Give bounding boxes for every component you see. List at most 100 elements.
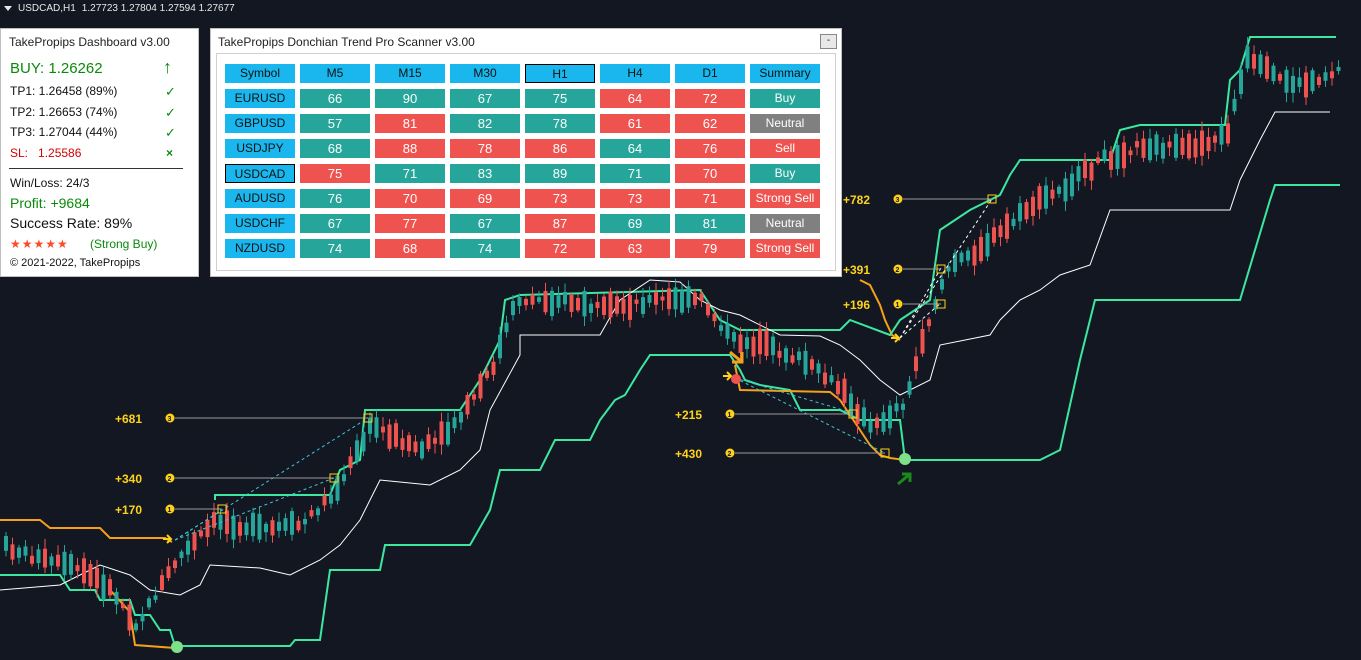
strength-cell[interactable]: 73 bbox=[525, 189, 595, 208]
candle-body bbox=[764, 330, 769, 356]
tp1-level: TP1: 1.26458 (89%) bbox=[10, 84, 118, 98]
strength-cell[interactable]: 64 bbox=[600, 139, 670, 158]
summary-cell[interactable]: Strong Sell bbox=[750, 189, 820, 208]
strength-cell[interactable]: 73 bbox=[600, 189, 670, 208]
strength-cell[interactable]: 76 bbox=[675, 139, 745, 158]
candle-body bbox=[712, 313, 717, 322]
takepropips-dashboard-panel[interactable]: TakePropips Dashboard v3.00 BUY: 1.26262… bbox=[0, 28, 199, 277]
summary-cell[interactable]: Neutral bbox=[750, 114, 820, 133]
strength-cell[interactable]: 61 bbox=[600, 114, 670, 133]
strength-cell[interactable]: 72 bbox=[675, 89, 745, 108]
summary-cell[interactable]: Strong Sell bbox=[750, 239, 820, 258]
strength-cell[interactable]: 69 bbox=[450, 189, 520, 208]
candle-body bbox=[1154, 134, 1159, 155]
minimize-button[interactable]: - bbox=[820, 34, 837, 49]
symbol-usdjpy[interactable]: USDJPY bbox=[225, 139, 295, 158]
strength-cell[interactable]: 70 bbox=[675, 164, 745, 183]
strength-cell[interactable]: 70 bbox=[375, 189, 445, 208]
candle-body bbox=[530, 294, 535, 305]
candle-body bbox=[238, 522, 242, 536]
strength-cell[interactable]: 63 bbox=[600, 239, 670, 258]
strength-cell[interactable]: 72 bbox=[525, 239, 595, 258]
candle-body bbox=[732, 332, 736, 342]
strength-cell[interactable]: 69 bbox=[600, 214, 670, 233]
candle-body bbox=[628, 295, 632, 320]
strength-cell[interactable]: 67 bbox=[450, 89, 520, 108]
chevron-down-icon[interactable] bbox=[4, 6, 12, 11]
strength-cell[interactable]: 64 bbox=[600, 89, 670, 108]
strength-cell[interactable]: 81 bbox=[375, 114, 445, 133]
strength-cell[interactable]: 77 bbox=[375, 214, 445, 233]
strength-cell[interactable]: 57 bbox=[300, 114, 370, 133]
header-h1[interactable]: H1 bbox=[525, 64, 595, 83]
target-number: 1 bbox=[896, 302, 900, 309]
candle-body bbox=[56, 554, 60, 567]
target-number-icon bbox=[725, 409, 735, 419]
header-d1[interactable]: D1 bbox=[675, 64, 745, 83]
strength-cell[interactable]: 83 bbox=[450, 164, 520, 183]
header-m5[interactable]: M5 bbox=[300, 64, 370, 83]
orange-band bbox=[109, 589, 176, 649]
strength-cell[interactable]: 90 bbox=[375, 89, 445, 108]
strength-cell[interactable]: 74 bbox=[450, 239, 520, 258]
candle-body bbox=[803, 350, 808, 375]
strength-cell[interactable]: 82 bbox=[450, 114, 520, 133]
chart-symbol-bar[interactable]: USDCAD,H1 1.27723 1.27804 1.27594 1.2767… bbox=[4, 3, 235, 14]
candle-body bbox=[498, 334, 502, 359]
target-number-icon bbox=[165, 413, 175, 423]
strength-cell[interactable]: 71 bbox=[675, 189, 745, 208]
candle-body bbox=[1252, 54, 1256, 69]
strength-cell[interactable]: 74 bbox=[300, 239, 370, 258]
summary-cell[interactable]: Neutral bbox=[750, 214, 820, 233]
strength-cell[interactable]: 88 bbox=[375, 139, 445, 158]
sl-value: 1.25586 bbox=[38, 146, 82, 160]
header-m30[interactable]: M30 bbox=[450, 64, 520, 83]
donchian-scanner-panel[interactable]: TakePropips Donchian Trend Pro Scanner v… bbox=[210, 28, 842, 277]
symbol-gbpusd[interactable]: GBPUSD bbox=[225, 114, 295, 133]
symbol-nzdusd[interactable]: NZDUSD bbox=[225, 239, 295, 258]
strength-cell[interactable]: 89 bbox=[525, 164, 595, 183]
candle-body bbox=[1187, 133, 1191, 159]
candle-body bbox=[1089, 162, 1094, 181]
candle-body bbox=[316, 508, 320, 516]
summary-cell[interactable]: Sell bbox=[750, 139, 820, 158]
candle-body bbox=[1330, 71, 1334, 79]
candle-body bbox=[69, 553, 73, 575]
candle-body bbox=[121, 604, 125, 609]
strength-cell[interactable]: 66 bbox=[300, 89, 370, 108]
header-symbol[interactable]: Symbol bbox=[225, 64, 295, 83]
symbol-audusd[interactable]: AUDUSD bbox=[225, 189, 295, 208]
header-summary[interactable]: Summary bbox=[750, 64, 820, 83]
summary-cell[interactable]: Buy bbox=[750, 164, 820, 183]
symbol-usdcad[interactable]: USDCAD bbox=[225, 164, 295, 183]
strength-cell[interactable]: 71 bbox=[600, 164, 670, 183]
summary-cell[interactable]: Buy bbox=[750, 89, 820, 108]
strength-cell[interactable]: 78 bbox=[525, 114, 595, 133]
candle-body bbox=[303, 518, 307, 525]
candle-body bbox=[1135, 141, 1139, 148]
strength-cell[interactable]: 87 bbox=[525, 214, 595, 233]
target-number: 3 bbox=[168, 416, 172, 423]
copyright: © 2021-2022, TakePropips bbox=[10, 257, 141, 269]
strength-cell[interactable]: 68 bbox=[300, 139, 370, 158]
strength-cell[interactable]: 67 bbox=[300, 214, 370, 233]
strength-cell[interactable]: 71 bbox=[375, 164, 445, 183]
strength-cell[interactable]: 86 bbox=[525, 139, 595, 158]
strength-cell[interactable]: 76 bbox=[300, 189, 370, 208]
strength-cell[interactable]: 79 bbox=[675, 239, 745, 258]
strength-cell[interactable]: 75 bbox=[525, 89, 595, 108]
strength-cell[interactable]: 81 bbox=[675, 214, 745, 233]
strength-cell[interactable]: 78 bbox=[450, 139, 520, 158]
strength-cell[interactable]: 67 bbox=[450, 214, 520, 233]
candle-body bbox=[719, 325, 723, 331]
symbol-usdchf[interactable]: USDCHF bbox=[225, 214, 295, 233]
strength-cell[interactable]: 68 bbox=[375, 239, 445, 258]
strength-cell[interactable]: 75 bbox=[300, 164, 370, 183]
header-m15[interactable]: M15 bbox=[375, 64, 445, 83]
symbol-eurusd[interactable]: EURUSD bbox=[225, 89, 295, 108]
header-h4[interactable]: H4 bbox=[600, 64, 670, 83]
candle-body bbox=[381, 426, 385, 433]
candle-body bbox=[134, 623, 138, 631]
strength-cell[interactable]: 62 bbox=[675, 114, 745, 133]
